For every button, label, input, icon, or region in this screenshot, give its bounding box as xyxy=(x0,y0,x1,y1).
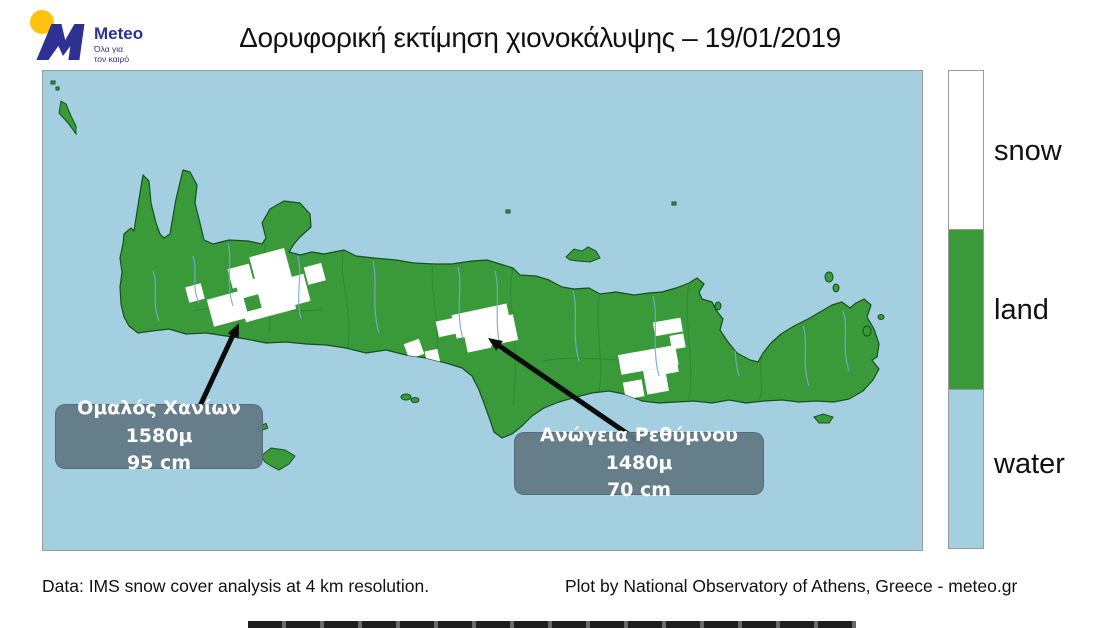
logo-yellow-dot-icon xyxy=(30,10,54,34)
meteo-logo: Meteo Όλα για τον καιρό xyxy=(30,10,143,64)
legend-label-snow: snow xyxy=(994,135,1062,167)
annotation-depth: 70 cm xyxy=(606,479,672,502)
annotation-depth: 95 cm xyxy=(126,452,192,475)
data-source-caption: Data: IMS snow cover analysis at 4 km re… xyxy=(42,576,430,596)
legend-swatch-snow xyxy=(949,71,983,231)
annotation-station: Ανώγεια Ρεθύμνου 1480μ xyxy=(540,424,738,474)
brand-text: Meteo xyxy=(94,24,143,43)
map-svg xyxy=(43,71,922,550)
annotation-arrow-west xyxy=(196,323,239,410)
brand-tagline-2: τον καιρό xyxy=(94,54,129,64)
plot-credit-caption: Plot by National Observatory of Athens, … xyxy=(565,576,1018,596)
snow-patch-west xyxy=(185,247,425,360)
page-title: Δορυφορική εκτίμηση χιονοκάλυψης – 19/01… xyxy=(239,22,841,53)
brand-tagline-1: Όλα για xyxy=(93,44,123,54)
islets xyxy=(50,80,885,471)
logo-m-icon xyxy=(36,24,85,60)
legend-swatch-land xyxy=(949,230,983,390)
legend-label-land: land xyxy=(994,294,1049,326)
legend-label-water: water xyxy=(994,448,1065,480)
annotation-box-omalos: Ομαλός Χανίων 1580μ 95 cm xyxy=(55,397,263,474)
annotation-box-anogeia: Ανώγεια Ρεθύμνου 1480μ 70 cm xyxy=(514,424,764,501)
snow-patch-central xyxy=(424,303,519,365)
map xyxy=(42,70,923,551)
annotation-station: Ομαλός Χανίων 1580μ xyxy=(77,397,241,447)
annotation-arrow-central xyxy=(488,338,643,446)
legend-swatch-water xyxy=(949,389,983,548)
legend-colorbar xyxy=(948,70,984,549)
snow-patch-east xyxy=(617,317,686,400)
bottom-strip xyxy=(248,621,856,628)
